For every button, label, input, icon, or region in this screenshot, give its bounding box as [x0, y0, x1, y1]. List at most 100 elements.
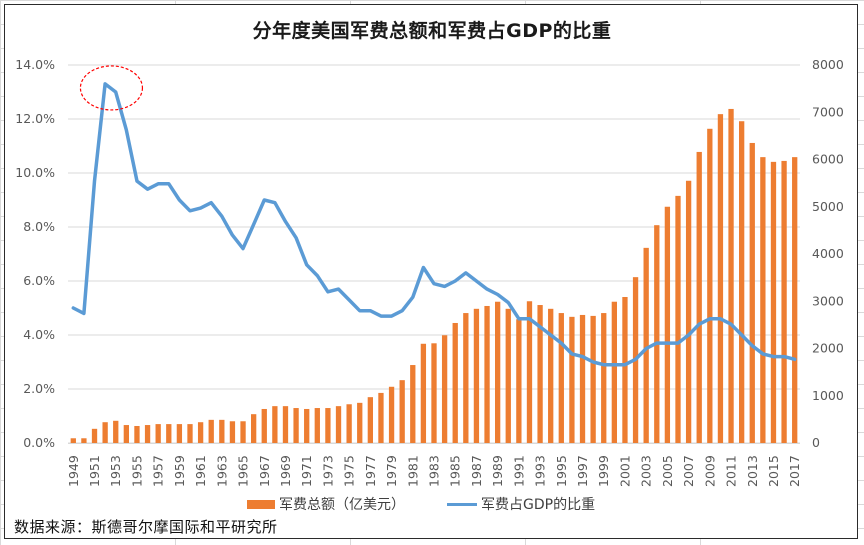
x-tick-label: 2017: [787, 455, 802, 487]
x-tick-label: 1981: [405, 455, 420, 487]
x-tick-label: 1961: [193, 455, 208, 487]
bar-1980: [399, 380, 405, 443]
bar-1998: [590, 315, 596, 443]
bar-2017: [792, 157, 798, 443]
bar-1985: [452, 322, 458, 443]
bar-1962: [208, 419, 214, 443]
x-tick-label: 2005: [660, 455, 675, 487]
bar-1979: [388, 386, 395, 443]
y-axis-right: 0 1000 2000 3000 4000 5000 6000 7000 8000: [812, 57, 844, 450]
bar-1953: [113, 420, 119, 443]
x-tick-label: 1997: [575, 455, 590, 487]
bar-series: [70, 108, 798, 444]
x-tick-label: 1959: [172, 455, 187, 487]
y-right-tick-label: 7000: [812, 104, 844, 119]
x-tick-label: 2003: [639, 455, 654, 487]
x-tick-label: 1953: [108, 455, 123, 487]
legend: 军费总额（亿美元） 军费占GDP的比重: [247, 494, 637, 514]
bar-1991: [516, 319, 522, 443]
x-tick-label: 1975: [342, 455, 357, 487]
bar-1974: [335, 406, 342, 443]
bar-1963: [219, 419, 225, 443]
chart-frame[interactable]: [4, 4, 858, 539]
x-tick-label: 1985: [448, 455, 463, 487]
bar-1949: [70, 438, 76, 443]
y-left-tick-label: 10.0%: [15, 165, 55, 180]
y-left-tick-label: 6.0%: [23, 273, 55, 288]
bar-1988: [484, 305, 490, 443]
y-left-tick-label: 14.0%: [15, 57, 55, 72]
y-right-tick-label: 3000: [812, 293, 844, 308]
bar-1969: [282, 406, 289, 443]
x-tick-label: 2007: [681, 455, 696, 487]
bar-2001: [622, 296, 628, 443]
bar-1989: [495, 301, 501, 443]
bar-1965: [240, 421, 246, 443]
bar-1956: [144, 425, 151, 443]
bar-1958: [166, 424, 172, 443]
bar-1959: [176, 424, 183, 443]
y-right-tick-label: 1000: [812, 388, 844, 403]
bar-2000: [611, 301, 617, 443]
x-tick-label: 1957: [151, 455, 166, 487]
bar-1986: [463, 313, 469, 443]
bar-2006: [675, 195, 681, 443]
y-axis-left: 0.0% 2.0% 4.0% 6.0% 8.0% 10.0% 12.0% 14.0%: [15, 57, 55, 450]
bar-1977: [367, 397, 373, 443]
x-tick-label: 2013: [745, 455, 760, 487]
bar-2015: [770, 161, 777, 444]
annotation-layer: [79, 65, 144, 111]
bar-1950: [81, 438, 87, 443]
bar-1997: [579, 314, 586, 443]
bar-2004: [654, 225, 660, 443]
y-right-tick-label: 0: [812, 435, 820, 450]
bar-1957: [155, 424, 161, 443]
bar-2008: [696, 151, 702, 443]
x-tick-label: 2009: [702, 455, 717, 487]
bar-1955: [134, 425, 140, 443]
bar-2013: [749, 142, 755, 443]
y-left-tick-label: 4.0%: [23, 327, 55, 342]
bar-1994: [548, 308, 554, 443]
bar-1983: [431, 343, 437, 443]
x-tick-label: 1977: [363, 455, 378, 487]
legend-line-label: 军费占GDP的比重: [481, 497, 596, 513]
y-left-tick-label: 12.0%: [15, 111, 55, 126]
x-tick-label: 1971: [299, 455, 314, 487]
bar-1975: [346, 404, 352, 443]
x-tick-label: 1983: [427, 455, 442, 487]
y-left-tick-label: 2.0%: [23, 381, 55, 396]
bar-2009: [707, 128, 713, 443]
bar-2011: [728, 108, 734, 443]
bar-1971: [304, 408, 310, 443]
bar-2016: [781, 160, 787, 444]
bar-1978: [378, 392, 384, 443]
bar-1993: [537, 305, 543, 443]
bar-1973: [325, 408, 331, 443]
y-left-tick-label: 0.0%: [23, 435, 55, 450]
bar-1976: [357, 402, 363, 443]
x-tick-label: 1965: [236, 455, 251, 487]
bar-1982: [420, 343, 427, 443]
y-right-tick-label: 2000: [812, 341, 844, 356]
bar-1972: [314, 408, 320, 443]
y-right-tick-label: 8000: [812, 57, 844, 72]
legend-item-bar[interactable]: 军费总额（亿美元）: [247, 494, 405, 514]
bar-1954: [123, 425, 129, 443]
legend-line-swatch: [447, 502, 477, 506]
bar-1987: [473, 308, 480, 443]
bar-2003: [643, 247, 649, 443]
bar-1967: [261, 408, 267, 443]
x-tick-label: 1949: [66, 455, 81, 487]
bar-2010: [717, 114, 724, 443]
x-tick-label: 1987: [469, 455, 484, 487]
x-tick-label: 1991: [511, 455, 526, 487]
bar-1992: [526, 301, 533, 443]
y-right-tick-label: 5000: [812, 199, 844, 214]
bar-2014: [760, 157, 766, 443]
legend-item-line[interactable]: 军费占GDP的比重: [447, 494, 595, 514]
x-tick-label: 1999: [596, 455, 611, 487]
x-tick-label: 1963: [214, 455, 229, 487]
x-tick-label: 1989: [490, 455, 505, 487]
